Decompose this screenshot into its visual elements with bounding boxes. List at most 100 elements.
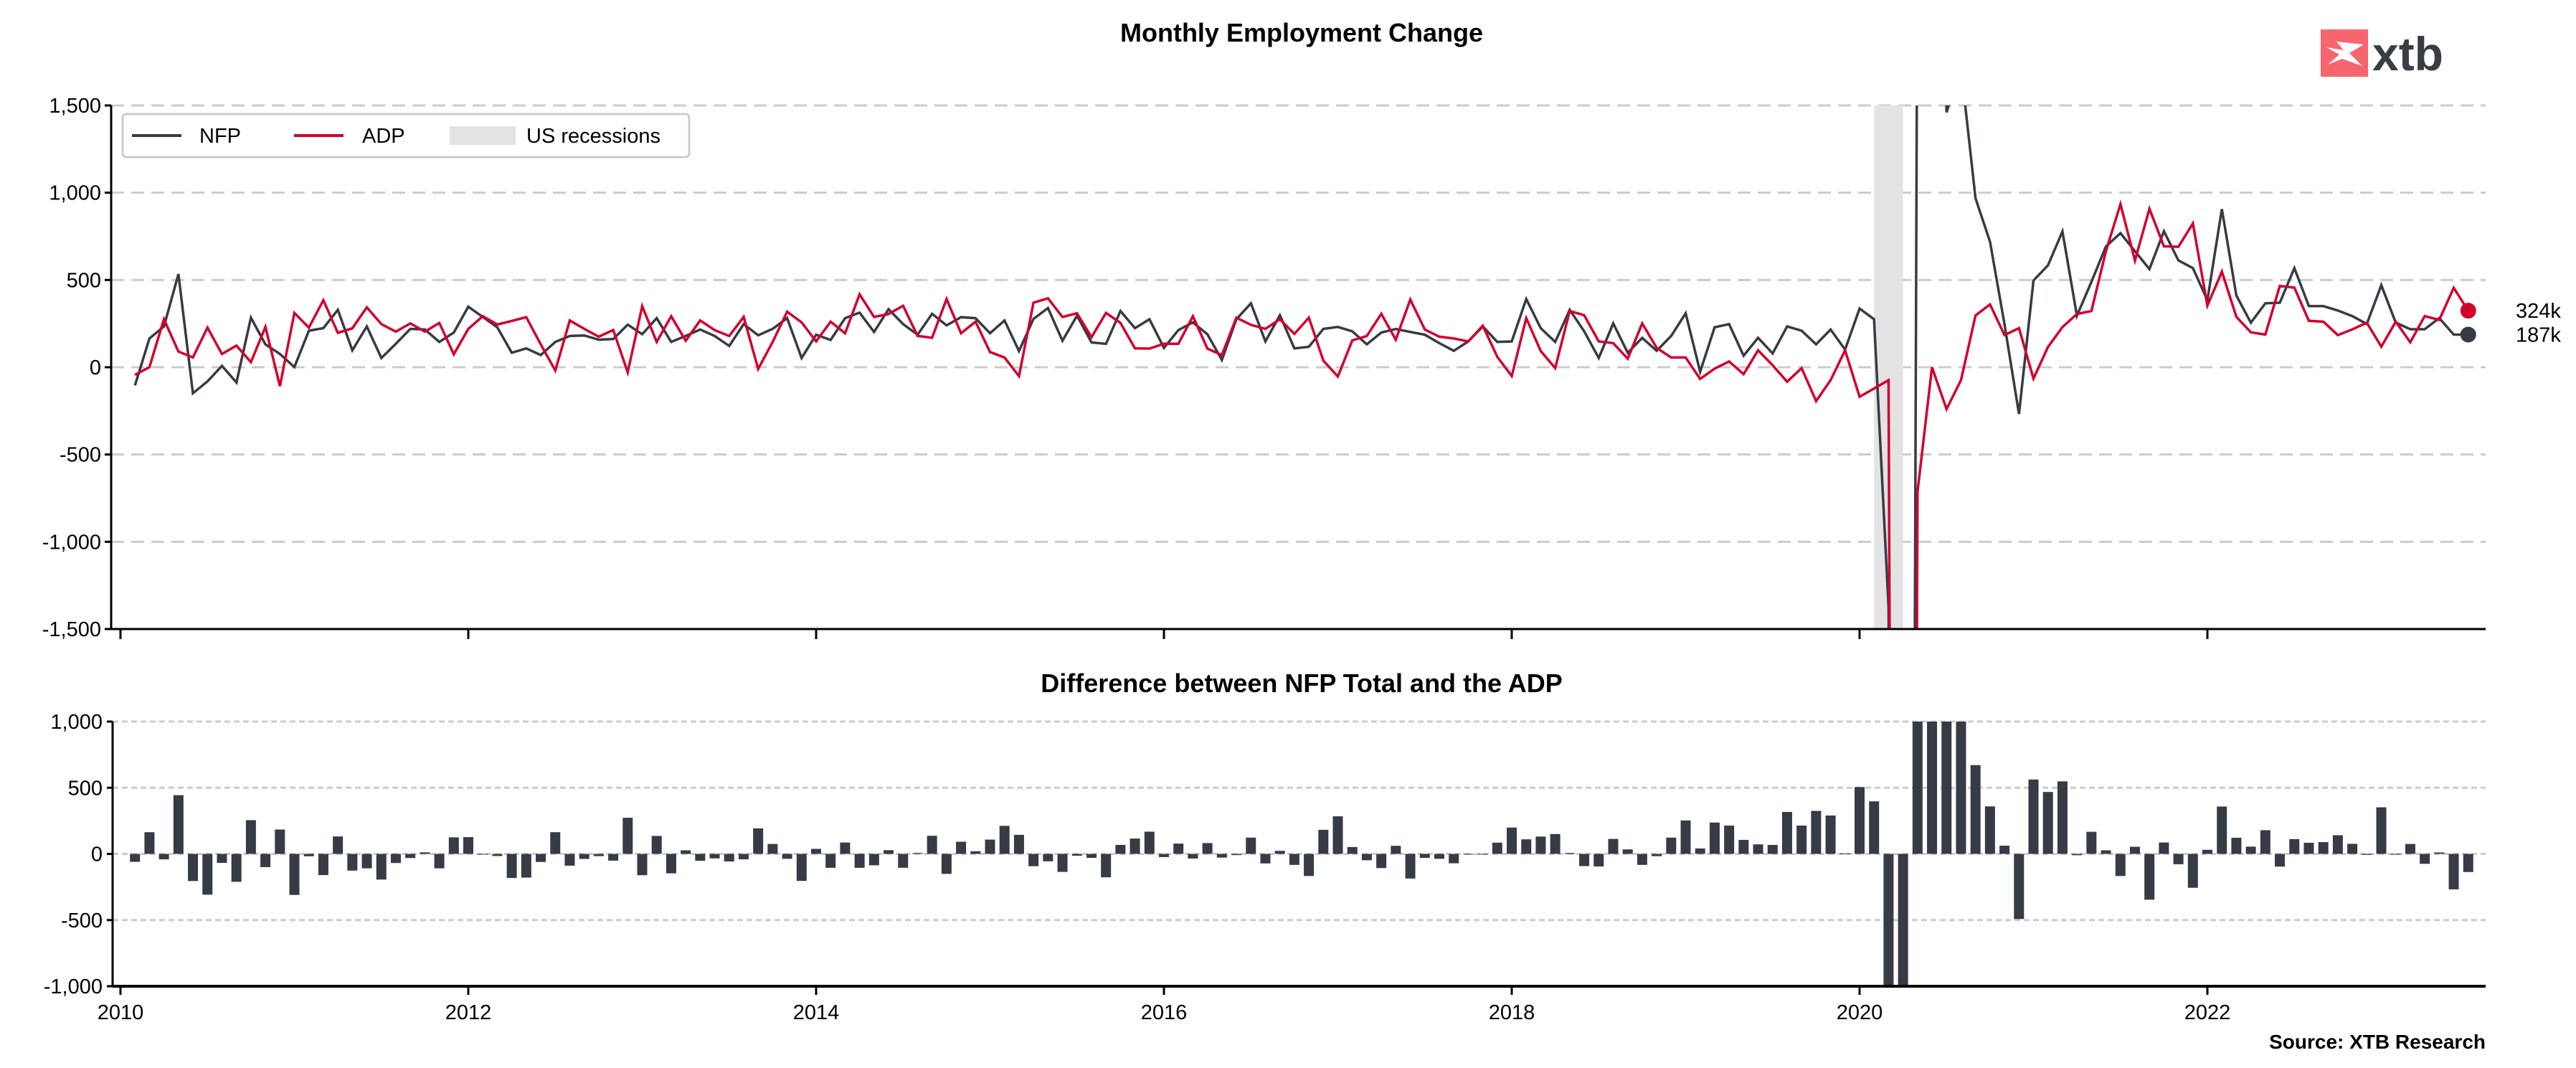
difference-bar [1477, 854, 1488, 855]
difference-bar [1869, 801, 1880, 854]
difference-bar [724, 854, 734, 862]
difference-bar [1521, 839, 1532, 854]
top-y-tick-label: 1,500 [49, 95, 101, 118]
bottom-x-tick-label: 2018 [1489, 1001, 1535, 1024]
difference-bar [1622, 849, 1633, 854]
difference-bar [1912, 722, 1923, 854]
difference-bar [2318, 842, 2329, 854]
difference-bar [1043, 854, 1053, 861]
difference-bar [2303, 843, 2314, 854]
difference-bar [1318, 829, 1329, 854]
difference-bar [695, 854, 706, 861]
top-lines [133, 105, 2470, 629]
difference-bar [1738, 839, 1749, 854]
difference-bar [753, 828, 764, 854]
difference-bar [405, 854, 416, 859]
difference-bar [144, 832, 155, 854]
bottom-y-tick-label: 0 [91, 843, 103, 866]
top-y-tick-label: 1,000 [49, 182, 101, 205]
difference-bar [1246, 837, 1256, 854]
top-y-tick-label: -1,500 [42, 618, 101, 641]
bottom-x-tick-label: 2010 [98, 1001, 144, 1024]
difference-bar [1361, 854, 1372, 861]
difference-bar [2101, 850, 2111, 854]
difference-bar [1781, 812, 1792, 854]
difference-bar [2217, 806, 2227, 854]
difference-bar [884, 850, 894, 854]
top-grid [111, 104, 2486, 630]
difference-bar [2014, 854, 2025, 920]
difference-bar [1680, 820, 1691, 854]
difference-bar [1332, 816, 1343, 854]
difference-bar [1999, 846, 2010, 854]
difference-bar [956, 841, 967, 854]
bottom-x-tick-label: 2020 [1837, 1001, 1883, 1024]
difference-bar [811, 849, 821, 854]
difference-bar [1304, 854, 1315, 876]
nfp-line [133, 105, 2468, 629]
difference-bar [738, 854, 749, 860]
difference-bar [637, 854, 648, 876]
difference-bar [1927, 722, 1938, 854]
difference-bar [1564, 853, 1575, 854]
logo-x-icon [2326, 42, 2364, 66]
difference-bar [260, 854, 271, 867]
difference-bar [2187, 854, 2198, 888]
difference-bar [1898, 854, 1908, 986]
difference-bar [420, 852, 430, 854]
difference-bar [1013, 834, 1024, 854]
difference-bar [2129, 846, 2140, 854]
difference-bar [1883, 854, 1894, 986]
difference-bar [898, 854, 909, 868]
difference-bar [492, 854, 503, 856]
difference-bar [1984, 806, 1995, 854]
difference-bar [2159, 842, 2169, 854]
top-chart-title: Monthly Employment Change [1120, 18, 1483, 47]
difference-bar [1608, 838, 1619, 854]
top-y-tick-label: -500 [60, 444, 101, 467]
bottom-x-tick-label: 2012 [445, 1001, 492, 1024]
difference-bar [1956, 722, 1966, 854]
xtb-logo: xtb [2321, 27, 2443, 80]
difference-bar [1434, 854, 1444, 859]
difference-bar [1028, 854, 1039, 866]
difference-bar [1970, 765, 1981, 854]
difference-bar [376, 854, 387, 880]
difference-bar [1347, 846, 1358, 854]
difference-bar [1173, 843, 1184, 854]
difference-bar [1855, 787, 1865, 854]
difference-bar [2042, 792, 2053, 854]
difference-bar [1507, 827, 1517, 854]
source-note: Source: XTB Research [2269, 1031, 2486, 1053]
difference-bar [782, 854, 792, 859]
difference-bar [478, 854, 488, 855]
difference-bar [2028, 779, 2039, 854]
top-y-tick-label: 500 [67, 269, 101, 292]
difference-bar [681, 850, 691, 854]
bottom-y-tick-label: -500 [61, 909, 103, 932]
difference-bar [1231, 854, 1242, 856]
difference-bar [2434, 852, 2445, 854]
difference-bar [1796, 826, 1807, 854]
difference-bar [1724, 826, 1735, 854]
difference-bar [550, 832, 561, 854]
difference-bar [158, 854, 169, 860]
bottom-x-tick-label: 2014 [793, 1001, 840, 1024]
difference-bar [188, 854, 199, 882]
difference-bar [1811, 811, 1822, 854]
bottom-x-tick-label: 2022 [2184, 1001, 2231, 1024]
difference-bar [130, 854, 141, 862]
difference-bar [767, 843, 778, 854]
difference-bar [2275, 854, 2286, 867]
difference-bar [2332, 835, 2343, 854]
difference-bar [2260, 830, 2270, 854]
difference-bar [1535, 836, 1546, 854]
difference-bar [2173, 854, 2184, 864]
difference-bar [2231, 837, 2242, 854]
difference-bar [347, 854, 358, 871]
top-y-tick-label: 0 [90, 356, 101, 379]
logo-text: xtb [2372, 27, 2443, 80]
difference-bar [1449, 854, 1459, 864]
difference-bar [231, 854, 242, 882]
